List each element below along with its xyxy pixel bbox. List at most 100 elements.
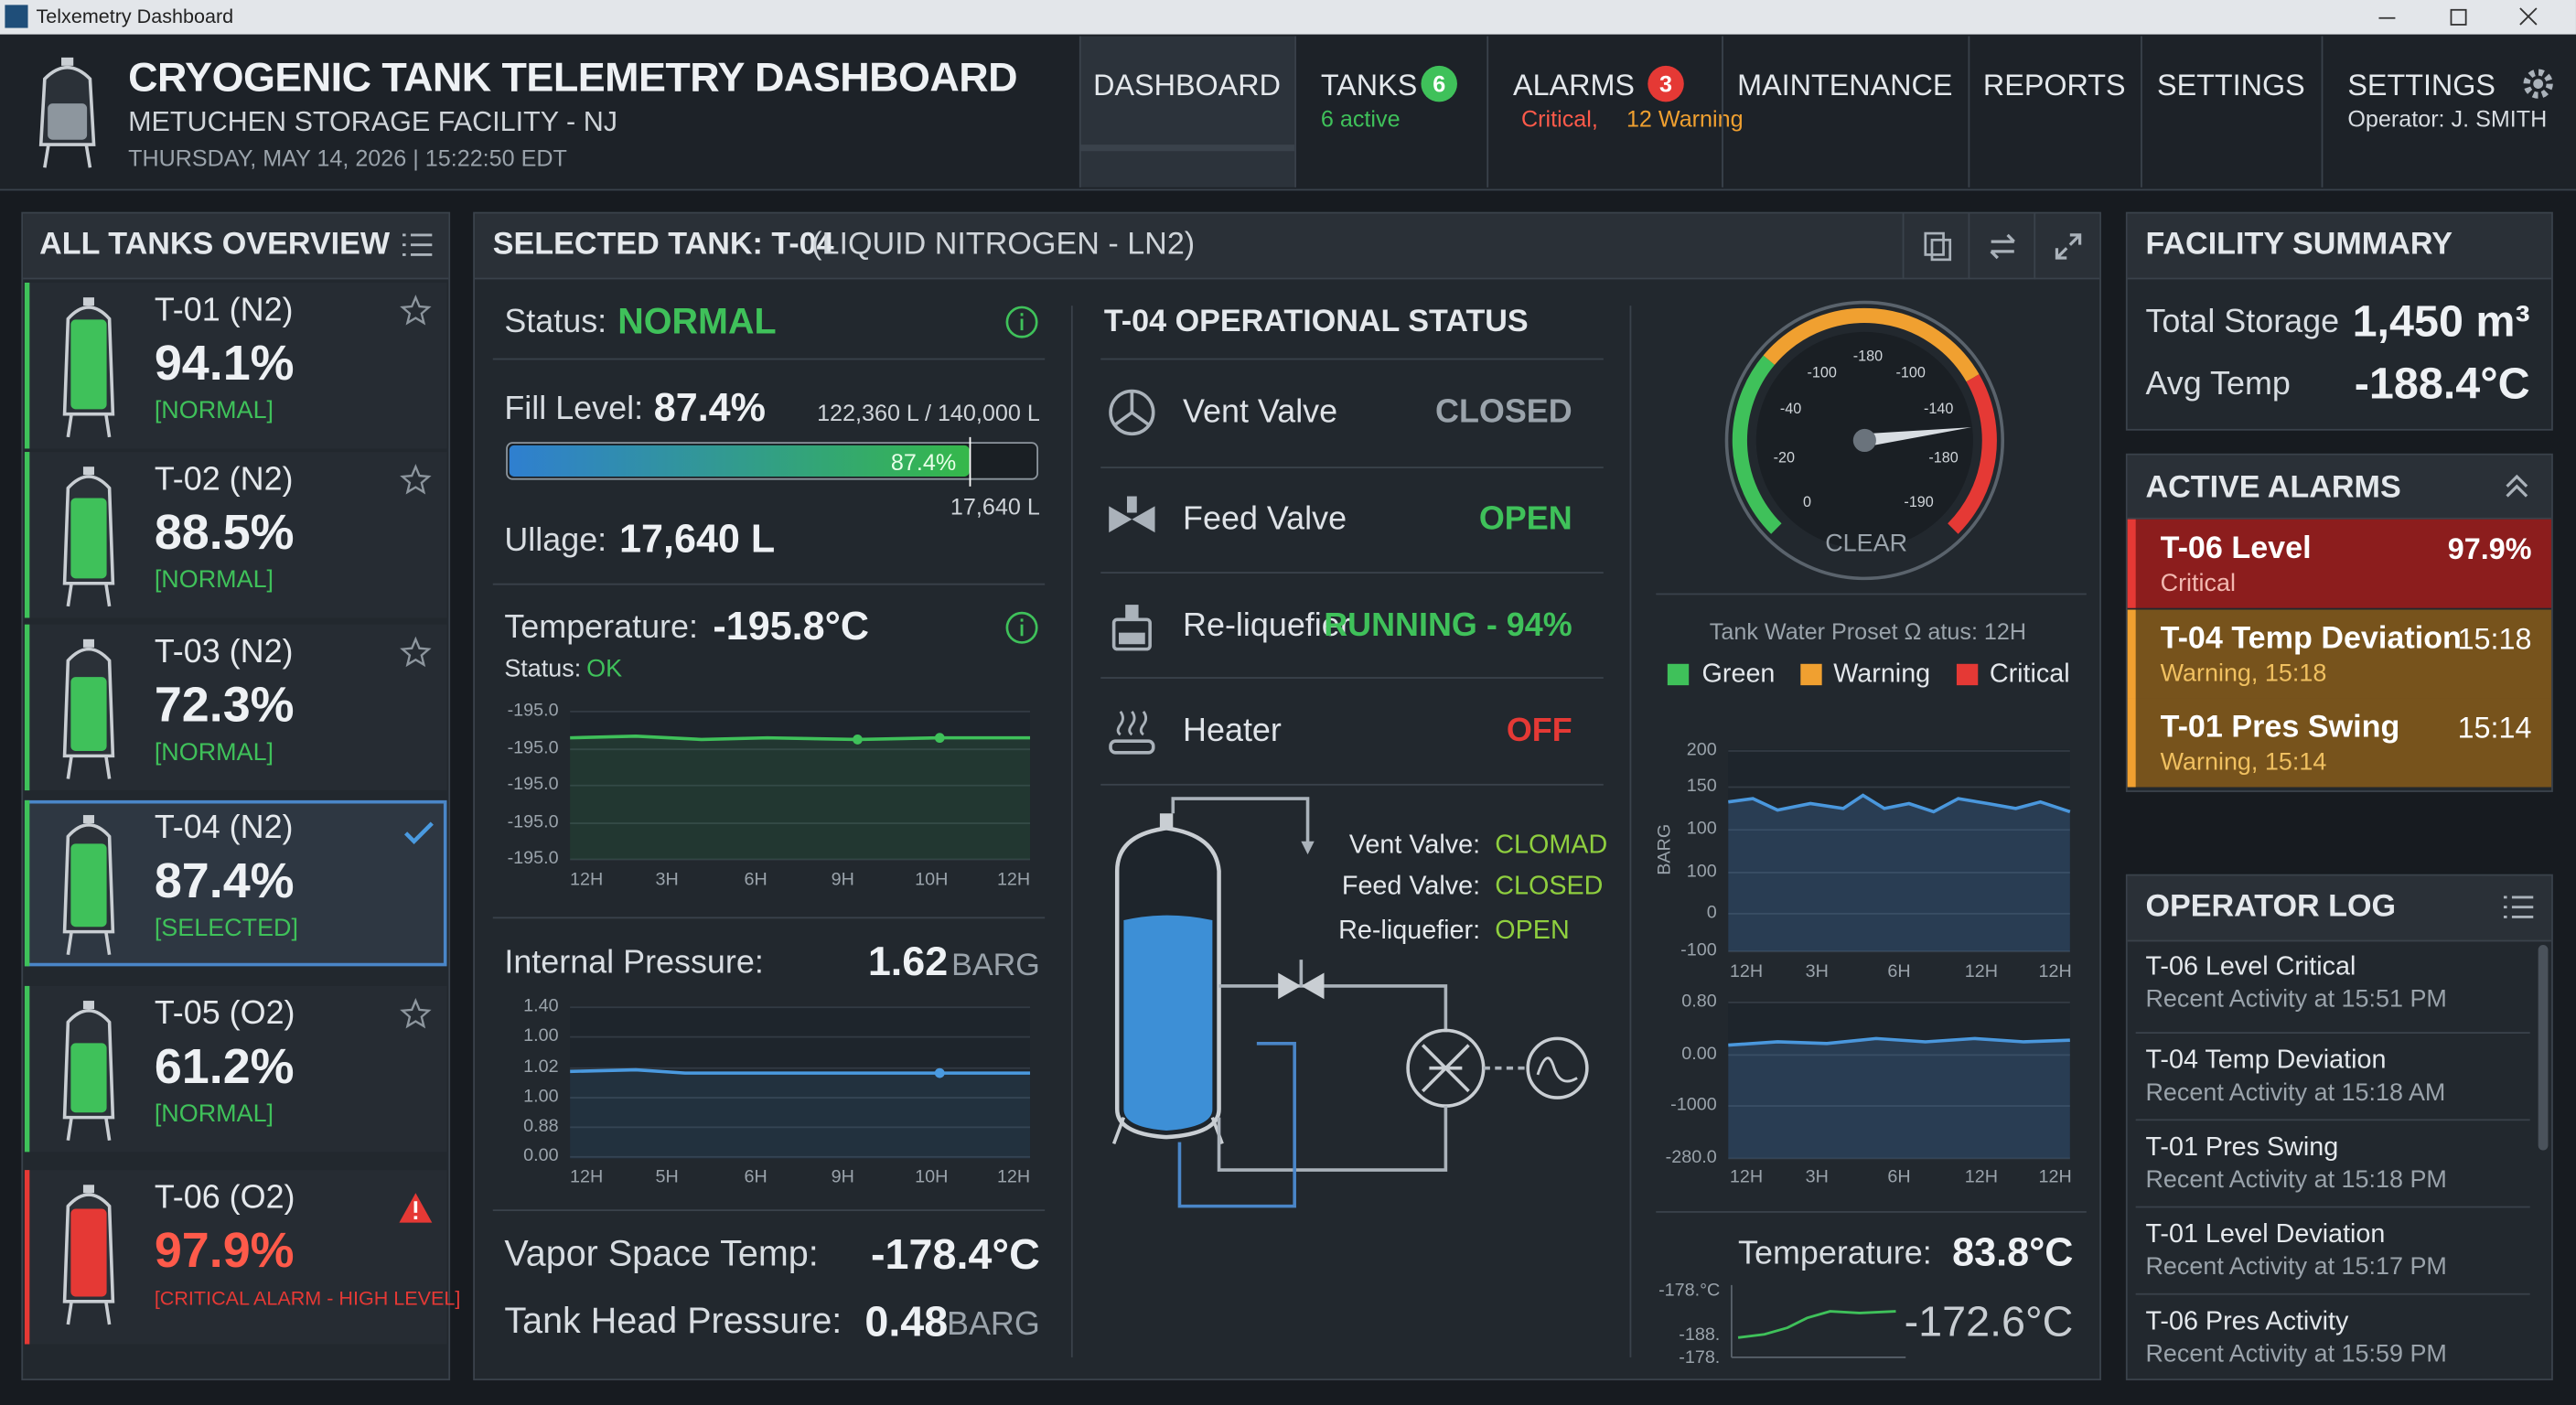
- alarm-item[interactable]: [2127, 698, 2552, 788]
- tank-fill[interactable]: 97.9%: [154, 1224, 295, 1279]
- tank-fill[interactable]: 72.3%: [154, 678, 295, 734]
- alarm-name[interactable]: T-04 Temp Deviation: [2160, 621, 2462, 657]
- active-indicator: [1079, 145, 1295, 152]
- tank-fill[interactable]: 88.5%: [154, 506, 295, 561]
- icon-shape: [934, 733, 945, 744]
- icon-shape: [1301, 841, 1315, 855]
- window-title: Telxemetry Dashboard: [36, 5, 234, 28]
- alarm-item[interactable]: [2127, 519, 2552, 608]
- log-name[interactable]: T-01 Level Deviation: [2145, 1220, 2386, 1249]
- icon-shape: [66, 756, 73, 779]
- pressure-trend-area: [1728, 795, 2070, 952]
- nav-tab[interactable]: [1487, 36, 1722, 188]
- nav-tab[interactable]: [1294, 36, 1487, 188]
- tank-name[interactable]: T-01 (N2): [154, 292, 294, 329]
- x-tick-label: 10H: [915, 1167, 949, 1187]
- icon-shape: [82, 467, 95, 476]
- icon-shape: [66, 931, 73, 956]
- collapse-icon: [2506, 474, 2528, 498]
- alarm-name[interactable]: T-06 Level: [2160, 531, 2312, 566]
- alarm-sub[interactable]: Warning, 15:14: [2160, 748, 2327, 777]
- tank-name[interactable]: T-03 (N2): [154, 634, 294, 670]
- facility-value: -188.4°C: [2354, 359, 2530, 409]
- nav-tab[interactable]: [2141, 36, 2322, 188]
- tank-status[interactable]: [NORMAL]: [154, 738, 274, 767]
- tank-fill[interactable]: 94.1%: [154, 337, 295, 391]
- log-sub[interactable]: Recent Activity at 15:59 PM: [2145, 1340, 2447, 1368]
- alarm-value[interactable]: 97.9%: [2447, 532, 2532, 565]
- temp-status-label: Status:: [504, 654, 582, 683]
- nav-label[interactable]: MAINTENANCE: [1737, 69, 1953, 102]
- log-sub[interactable]: Recent Activity at 15:18 PM: [2145, 1165, 2447, 1195]
- tank-status[interactable]: [NORMAL]: [154, 396, 274, 425]
- gauge: [1724, 300, 2004, 581]
- gauge-tick: -100: [1807, 363, 1837, 381]
- icon-shape: [1020, 318, 1024, 331]
- log-sub[interactable]: Recent Activity at 15:17 PM: [2145, 1252, 2447, 1282]
- log-name[interactable]: T-06 Pres Activity: [2145, 1308, 2349, 1336]
- icon-shape: [1930, 238, 1952, 262]
- panel-title: ALL TANKS OVERVIEW: [39, 227, 391, 263]
- log-sub[interactable]: Recent Activity at 15:18 AM: [2145, 1078, 2446, 1107]
- divider: [1968, 213, 1970, 280]
- alarm-sub[interactable]: Critical: [2160, 569, 2236, 598]
- icon-shape: [70, 843, 107, 928]
- nav-tab[interactable]: [1722, 36, 1968, 188]
- x-tick-label: 9H: [831, 870, 854, 890]
- nav-label[interactable]: DASHBOARD: [1093, 69, 1281, 102]
- icon-shape: [1109, 739, 1155, 755]
- alarm-value[interactable]: 15:14: [2457, 711, 2532, 745]
- icon-shape: [48, 103, 88, 140]
- temp-label: Temperature:: [504, 609, 698, 647]
- alarm-sub[interactable]: Warning, 15:18: [2160, 660, 2327, 688]
- tank-name[interactable]: T-04 (N2): [154, 810, 294, 847]
- icon-shape: [1005, 611, 1038, 644]
- x-tick-label: 12H: [1964, 1167, 1998, 1187]
- panel-header: [2127, 213, 2552, 280]
- icon-shape: [1123, 915, 1213, 1131]
- tank-name[interactable]: T-05 (O2): [154, 995, 295, 1033]
- y-tick-label: -195.0: [507, 848, 559, 869]
- log-name[interactable]: T-04 Temp Deviation: [2145, 1046, 2387, 1075]
- divider: [1100, 358, 1604, 360]
- nav-label[interactable]: TANKS: [1320, 69, 1418, 102]
- app-icon: [5, 5, 28, 28]
- alarm-item[interactable]: [2127, 609, 2552, 699]
- icon-shape: [1112, 391, 1152, 427]
- tank-status[interactable]: [NORMAL]: [154, 1099, 274, 1129]
- op-title: T-04 OPERATIONAL STATUS: [1103, 305, 1529, 339]
- alarm-name[interactable]: T-01 Pres Swing: [2160, 710, 2400, 745]
- alarm-value[interactable]: 15:18: [2457, 622, 2532, 656]
- op-icon: [1109, 496, 1155, 533]
- icon-shape: [400, 295, 432, 326]
- tank-status[interactable]: [SELECTED]: [154, 914, 299, 943]
- nav-label[interactable]: SETTINGS: [2157, 69, 2305, 102]
- x-tick-label: 9H: [831, 1167, 854, 1187]
- icon-shape: [2450, 8, 2467, 26]
- nav-tab[interactable]: [1079, 36, 1295, 188]
- nav-label[interactable]: REPORTS: [1982, 69, 2126, 102]
- nav-label[interactable]: ALARMS: [1513, 69, 1635, 102]
- logo-tank: [38, 57, 96, 168]
- y-tick-label: -1000: [1670, 1095, 1717, 1115]
- tank-name[interactable]: T-02 (N2): [154, 461, 294, 499]
- nav-tab[interactable]: [2321, 36, 2576, 188]
- nav-tab[interactable]: [1968, 36, 2141, 188]
- log-sub[interactable]: Recent Activity at 15:51 PM: [2145, 985, 2447, 1014]
- icon-shape: [82, 638, 95, 648]
- tank-name[interactable]: T-06 (O2): [154, 1179, 295, 1217]
- y-tick-label: -188.: [1679, 1325, 1721, 1346]
- divider: [1100, 677, 1604, 679]
- nav-label[interactable]: SETTINGS: [2347, 69, 2496, 102]
- process-diagram: [1111, 797, 1589, 1208]
- tank-status[interactable]: [CRITICAL ALARM - HIGH LEVEL]: [154, 1286, 461, 1310]
- log-name[interactable]: T-06 Level Critical: [2145, 952, 2356, 981]
- star-icon: [400, 998, 432, 1029]
- tank-fill[interactable]: 61.2%: [154, 1040, 295, 1095]
- tank-status[interactable]: [NORMAL]: [154, 565, 274, 595]
- panel-title: ACTIVE ALARMS: [2145, 470, 2401, 506]
- tank-fill[interactable]: 87.4%: [154, 854, 295, 909]
- icon-shape: [70, 1043, 107, 1113]
- log-name[interactable]: T-01 Pres Swing: [2145, 1133, 2339, 1163]
- icon-shape: [400, 636, 432, 668]
